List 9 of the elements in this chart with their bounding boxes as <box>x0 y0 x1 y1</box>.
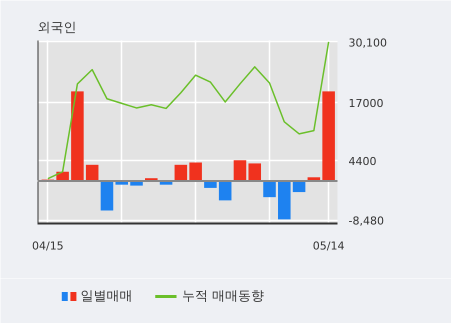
chart-title: 외국인 <box>38 20 76 36</box>
y-tick-label: -8,480 <box>348 214 384 228</box>
x-tick-label: 04/15 <box>32 240 64 252</box>
legend-label: 누적 매매동향 <box>182 289 264 304</box>
y-tick-label: 4400 <box>348 155 376 168</box>
legend-label: 일별매매 <box>80 289 133 304</box>
y-tick-label: 30,100 <box>348 36 387 50</box>
y-tick-label: 17000 <box>348 96 384 110</box>
x-tick-label: 05/14 <box>312 240 344 252</box>
